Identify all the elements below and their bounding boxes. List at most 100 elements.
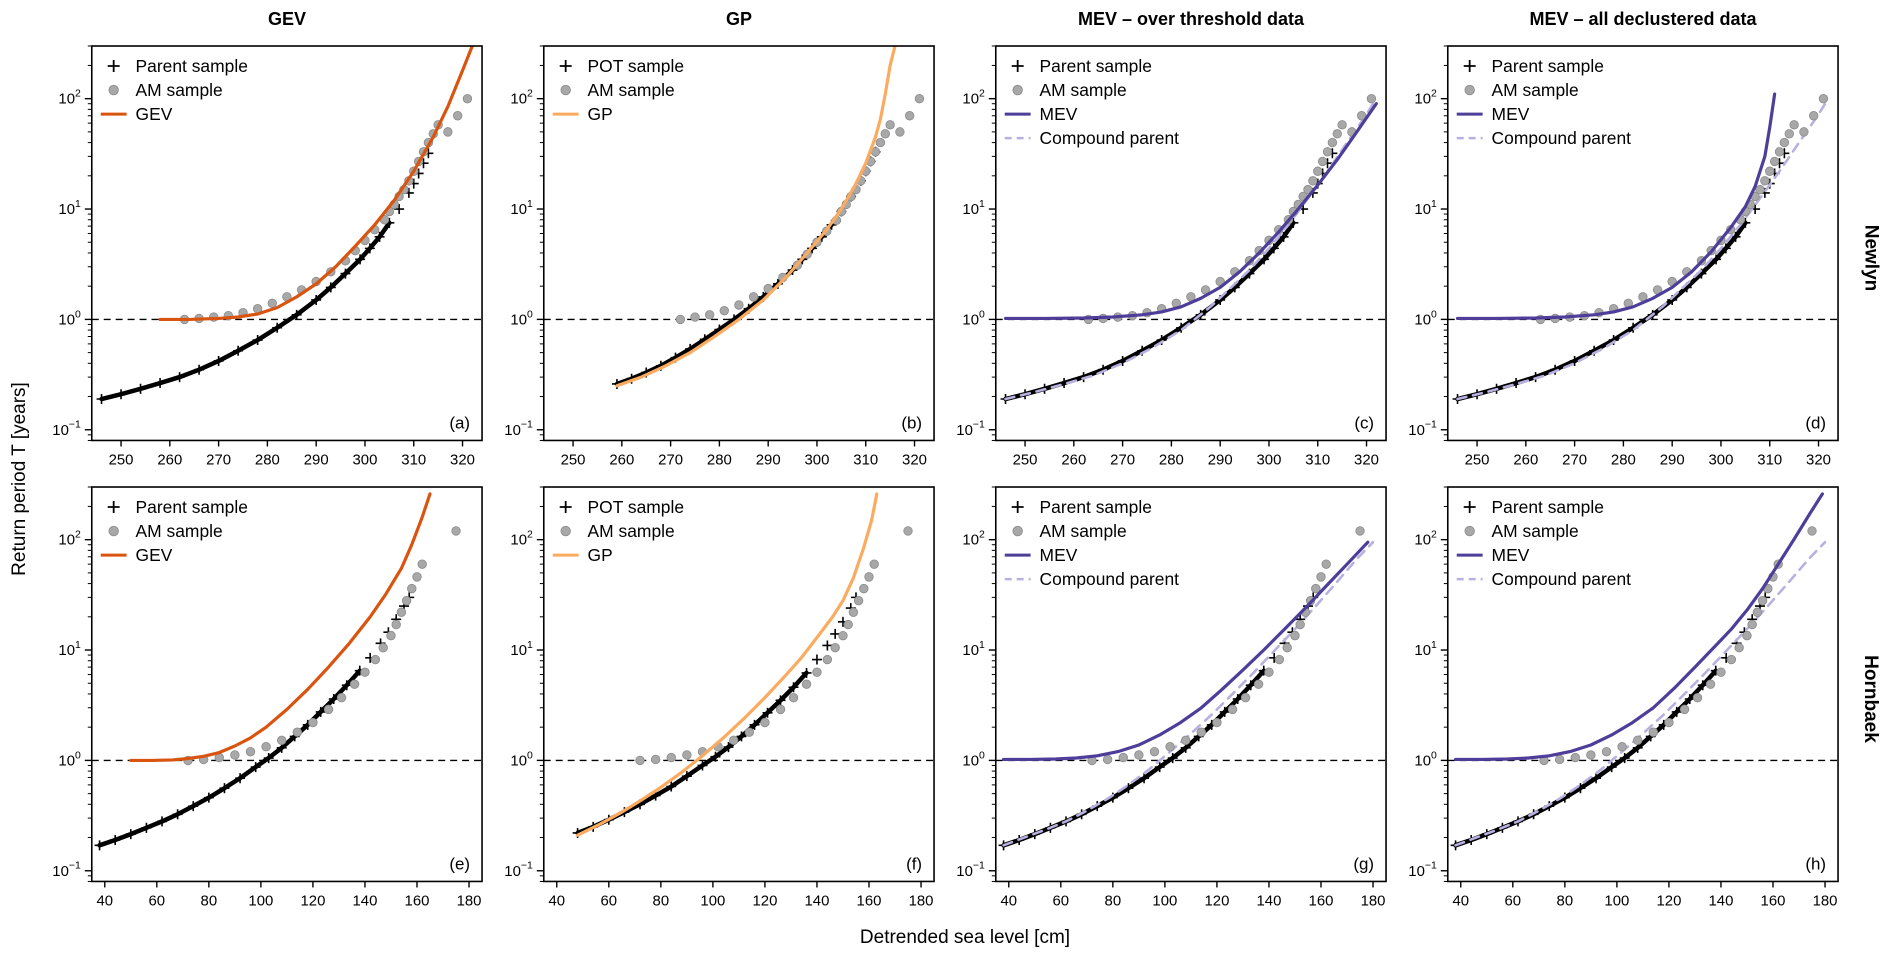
- panel-cell-c: 10−1 100 101 102 250 260 270 280 290 300 310 320 Par…: [944, 38, 1396, 479]
- svg-text:160: 160: [857, 892, 882, 909]
- svg-text:10−1: 10−1: [504, 860, 533, 879]
- svg-text:180: 180: [1813, 892, 1838, 909]
- svg-text:160: 160: [1761, 892, 1786, 909]
- panel-cell-h: 10−1 100 101 102 40 60 80 100 120 140 160 180 Parent…: [1396, 479, 1848, 920]
- svg-text:POT sample: POT sample: [588, 56, 684, 76]
- svg-text:10−1: 10−1: [956, 420, 985, 439]
- svg-text:GEV: GEV: [136, 545, 173, 565]
- svg-text:MEV: MEV: [1040, 545, 1078, 565]
- panel-cell-a: 10−1 100 101 102 250 260 270 280 290 300 310 320 Par…: [40, 38, 492, 479]
- panel-cell-d: 10−1 100 101 102 250 260 270 280 290 300 310 320 Par…: [1396, 38, 1848, 479]
- svg-text:160: 160: [1309, 892, 1334, 909]
- svg-text:100: 100: [1414, 309, 1437, 328]
- svg-text:320: 320: [450, 451, 475, 468]
- svg-text:160: 160: [405, 892, 430, 909]
- svg-text:(c): (c): [1354, 413, 1374, 432]
- svg-text:320: 320: [1806, 451, 1831, 468]
- svg-text:MEV: MEV: [1492, 104, 1530, 124]
- svg-text:102: 102: [1414, 89, 1437, 108]
- svg-text:Compound parent: Compound parent: [1492, 128, 1632, 148]
- svg-text:290: 290: [304, 451, 329, 468]
- svg-text:10−1: 10−1: [52, 420, 81, 439]
- svg-text:Parent sample: Parent sample: [1040, 56, 1152, 76]
- svg-text:40: 40: [96, 892, 113, 909]
- svg-text:140: 140: [1257, 892, 1282, 909]
- svg-text:10−1: 10−1: [956, 860, 985, 879]
- svg-text:250: 250: [1465, 451, 1490, 468]
- plot-panel-h: 10−1 100 101 102 40 60 80 100 120 140 160 180 Parent…: [1408, 485, 1839, 909]
- svg-text:100: 100: [58, 750, 81, 769]
- svg-text:250: 250: [1013, 451, 1038, 468]
- svg-text:320: 320: [902, 451, 927, 468]
- svg-text:102: 102: [1414, 529, 1437, 548]
- svg-text:320: 320: [1354, 451, 1379, 468]
- panel-cell-g: 10−1 100 101 102 40 60 80 100 120 140 160 180 Parent…: [944, 479, 1396, 920]
- svg-text:101: 101: [962, 640, 985, 659]
- svg-text:100: 100: [1604, 892, 1629, 909]
- svg-text:Compound parent: Compound parent: [1040, 128, 1180, 148]
- svg-text:10−1: 10−1: [1408, 860, 1437, 879]
- svg-text:60: 60: [601, 892, 618, 909]
- svg-text:120: 120: [1204, 892, 1229, 909]
- svg-text:102: 102: [510, 529, 533, 548]
- svg-text:80: 80: [1105, 892, 1122, 909]
- svg-text:(h): (h): [1805, 854, 1826, 873]
- svg-text:(a): (a): [449, 413, 470, 432]
- svg-text:101: 101: [58, 640, 81, 659]
- svg-text:102: 102: [962, 529, 985, 548]
- row-label-newlyn: Newlyn: [1860, 224, 1881, 292]
- svg-text:102: 102: [58, 529, 81, 548]
- svg-text:280: 280: [1159, 451, 1184, 468]
- svg-text:100: 100: [1152, 892, 1177, 909]
- svg-text:Parent sample: Parent sample: [136, 496, 248, 516]
- svg-text:Compound parent: Compound parent: [1492, 569, 1632, 589]
- svg-text:310: 310: [1757, 451, 1782, 468]
- svg-text:310: 310: [1305, 451, 1330, 468]
- svg-text:270: 270: [658, 451, 683, 468]
- svg-text:180: 180: [909, 892, 934, 909]
- svg-text:MEV: MEV: [1040, 104, 1078, 124]
- svg-text:GP: GP: [588, 545, 613, 565]
- svg-text:280: 280: [707, 451, 732, 468]
- col-title-gev: GEV: [267, 8, 306, 29]
- svg-text:300: 300: [1257, 451, 1282, 468]
- svg-text:100: 100: [248, 892, 273, 909]
- svg-text:280: 280: [255, 451, 280, 468]
- svg-text:101: 101: [1414, 199, 1437, 218]
- col-title-mev-over-threshold: MEV – over threshold data: [1077, 8, 1305, 29]
- svg-text:101: 101: [510, 640, 533, 659]
- plot-panel-d: 10−1 100 101 102 250 260 270 280 290 300 310 320 Par…: [1408, 45, 1839, 468]
- svg-text:(d): (d): [1805, 413, 1826, 432]
- svg-text:310: 310: [401, 451, 426, 468]
- svg-text:GP: GP: [588, 104, 613, 124]
- svg-text:40: 40: [1452, 892, 1469, 909]
- svg-text:60: 60: [1053, 892, 1070, 909]
- svg-text:101: 101: [510, 199, 533, 218]
- svg-text:AM sample: AM sample: [1040, 80, 1127, 100]
- svg-text:101: 101: [1414, 640, 1437, 659]
- svg-text:(f): (f): [906, 854, 922, 873]
- svg-text:140: 140: [1709, 892, 1734, 909]
- panel-cell-f: 10−1 100 101 102 40 60 80 100 120 140 160 180 POT sa…: [492, 479, 944, 920]
- svg-text:300: 300: [805, 451, 830, 468]
- svg-text:(b): (b): [901, 413, 922, 432]
- svg-text:101: 101: [962, 199, 985, 218]
- svg-text:300: 300: [1709, 451, 1734, 468]
- svg-text:102: 102: [58, 89, 81, 108]
- svg-text:100: 100: [58, 309, 81, 328]
- svg-text:260: 260: [1061, 451, 1086, 468]
- svg-text:300: 300: [353, 451, 378, 468]
- svg-text:290: 290: [1208, 451, 1233, 468]
- svg-text:260: 260: [157, 451, 182, 468]
- svg-text:AM sample: AM sample: [136, 521, 223, 541]
- panel-cell-b: 10−1 100 101 102 250 260 270 280 290 300 310 320 POT…: [492, 38, 944, 479]
- svg-text:AM sample: AM sample: [1040, 521, 1127, 541]
- svg-text:40: 40: [1000, 892, 1017, 909]
- svg-text:100: 100: [700, 892, 725, 909]
- svg-text:270: 270: [206, 451, 231, 468]
- col-title-gp: GP: [725, 8, 752, 29]
- svg-text:10−1: 10−1: [1408, 420, 1437, 439]
- svg-text:250: 250: [109, 451, 134, 468]
- col-title-mev-all-declustered: MEV – all declustered data: [1529, 8, 1757, 29]
